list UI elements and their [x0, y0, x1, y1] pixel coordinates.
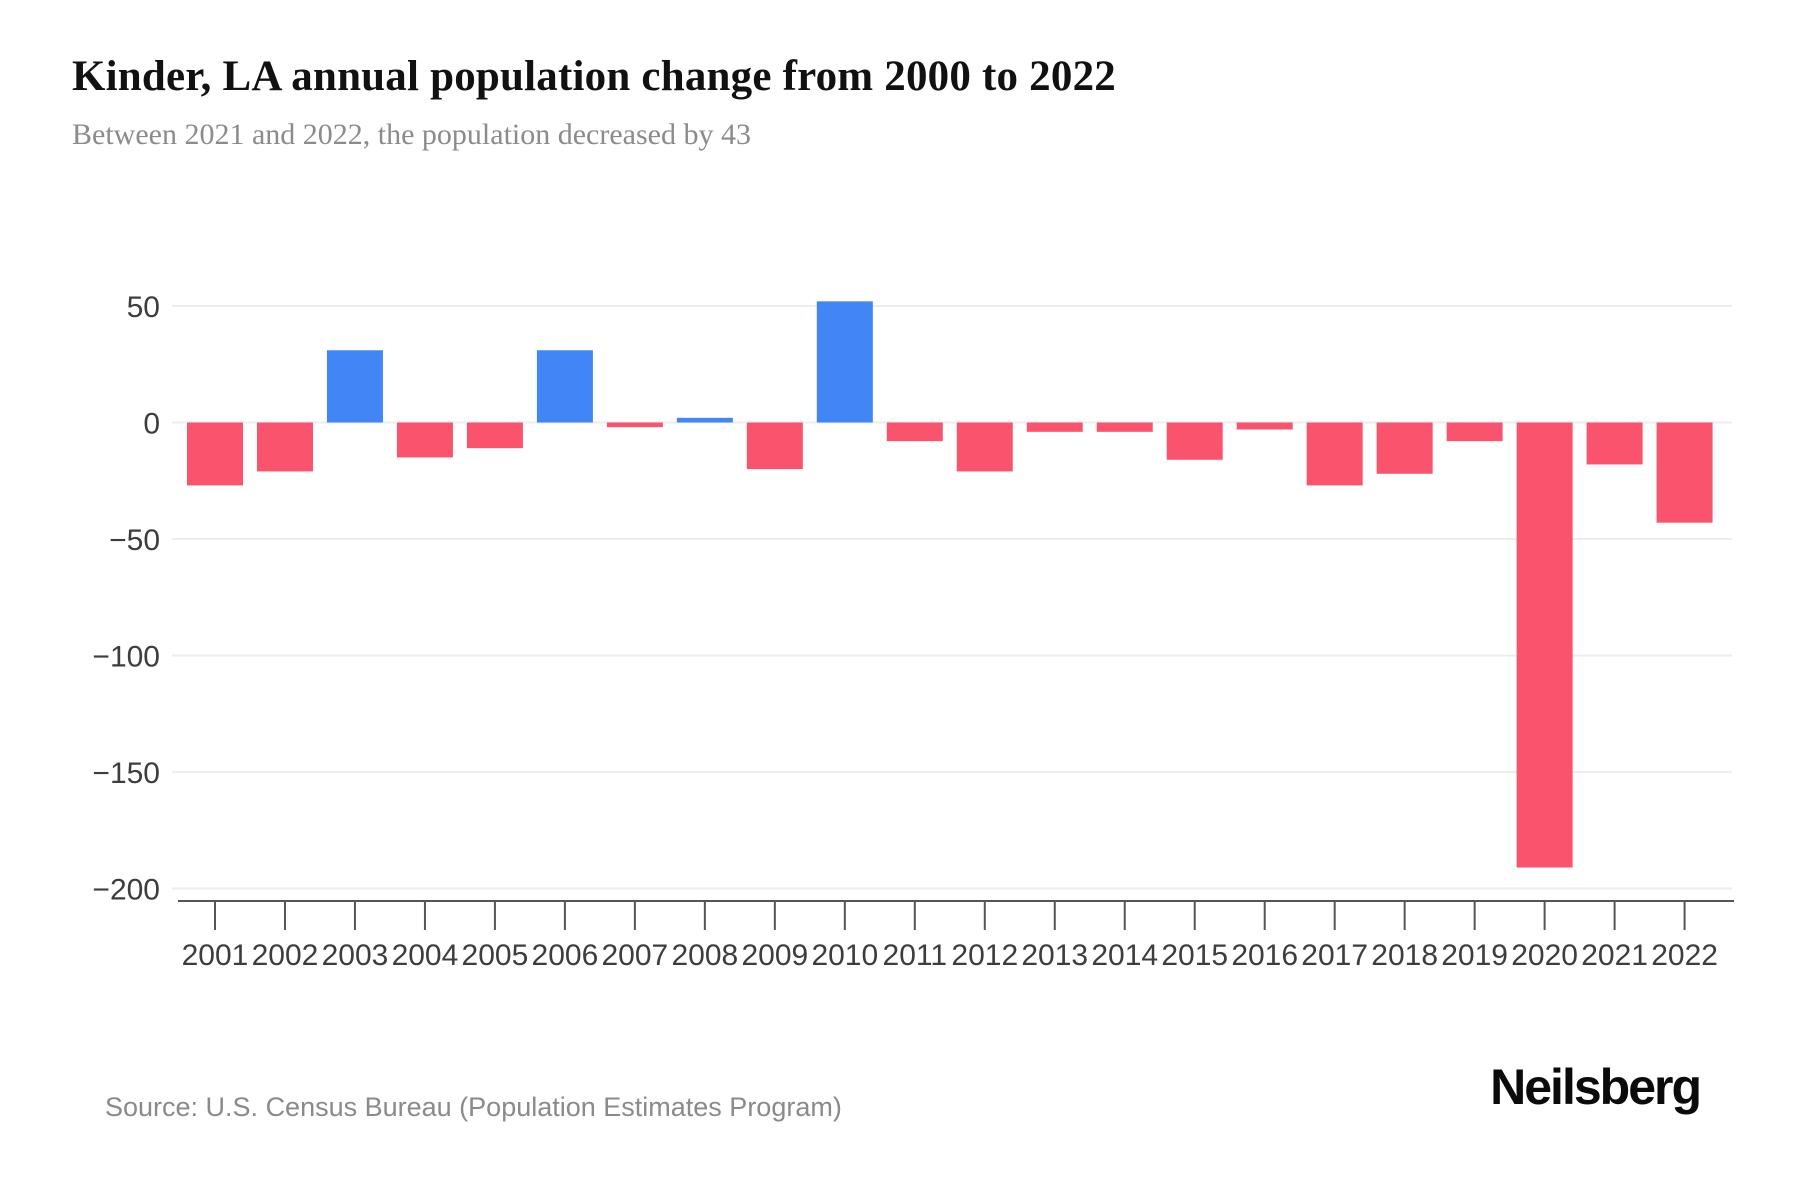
x-tick-label-2013: 2013 — [1021, 939, 1088, 972]
y-tick-label: 50 — [127, 291, 160, 324]
x-tick-label-2012: 2012 — [951, 939, 1018, 972]
y-tick-label: −100 — [92, 641, 160, 674]
x-tick-label-2002: 2002 — [252, 939, 319, 972]
bar-2007 — [606, 422, 663, 428]
bar-2001 — [187, 422, 243, 486]
x-tick-label-2010: 2010 — [811, 939, 878, 972]
x-tick-label-2021: 2021 — [1581, 939, 1648, 972]
chart-title: Kinder, LA annual population change from… — [72, 53, 1116, 100]
y-tick-label: 0 — [143, 408, 160, 441]
bar-2012 — [956, 422, 1013, 472]
bar-2019 — [1446, 422, 1503, 442]
x-tick-label-2011: 2011 — [883, 939, 948, 972]
bar-2006 — [536, 350, 593, 423]
bar-2002 — [256, 422, 313, 472]
bar-2008 — [676, 417, 733, 423]
x-tick-label-2017: 2017 — [1301, 939, 1368, 972]
x-tick-label-2022: 2022 — [1651, 939, 1718, 972]
bar-2013 — [1026, 422, 1083, 432]
bar-2003 — [326, 350, 383, 423]
bar-2014 — [1096, 422, 1153, 432]
bar-2010 — [816, 301, 873, 423]
bar-2022 — [1656, 422, 1713, 523]
x-tick-label-2018: 2018 — [1371, 939, 1438, 972]
x-tick-label-2020: 2020 — [1511, 939, 1578, 972]
x-tick-label-2014: 2014 — [1091, 939, 1158, 972]
x-tick-label-2008: 2008 — [671, 939, 738, 972]
y-tick-label: −50 — [109, 524, 160, 557]
x-tick-label-2007: 2007 — [602, 939, 669, 972]
x-tick-label-2006: 2006 — [532, 939, 599, 972]
bar-2016 — [1236, 422, 1293, 430]
bar-2021 — [1586, 422, 1643, 465]
bar-2009 — [746, 422, 803, 470]
x-tick-label-2003: 2003 — [322, 939, 389, 972]
x-tick-label-2016: 2016 — [1231, 939, 1298, 972]
x-tick-label-2009: 2009 — [741, 939, 808, 972]
x-tick-label-2001: 2001 — [182, 939, 249, 972]
y-tick-label: −200 — [92, 874, 160, 907]
bar-2020 — [1516, 422, 1573, 868]
x-tick-label-2019: 2019 — [1441, 939, 1508, 972]
x-tick-label-2004: 2004 — [392, 939, 459, 972]
x-tick-label-2005: 2005 — [462, 939, 529, 972]
bar-2004 — [396, 422, 453, 458]
x-tick-label-2015: 2015 — [1161, 939, 1228, 972]
source-text: Source: U.S. Census Bureau (Population E… — [105, 1092, 842, 1122]
bar-2018 — [1376, 422, 1433, 474]
bar-2005 — [466, 422, 523, 449]
bar-2017 — [1306, 422, 1363, 486]
bar-2015 — [1166, 422, 1223, 460]
bar-2011 — [886, 422, 943, 442]
y-tick-label: −150 — [92, 757, 160, 790]
chart-subtitle: Between 2021 and 2022, the population de… — [72, 118, 751, 151]
brand-logo: Neilsberg — [1490, 1059, 1702, 1115]
